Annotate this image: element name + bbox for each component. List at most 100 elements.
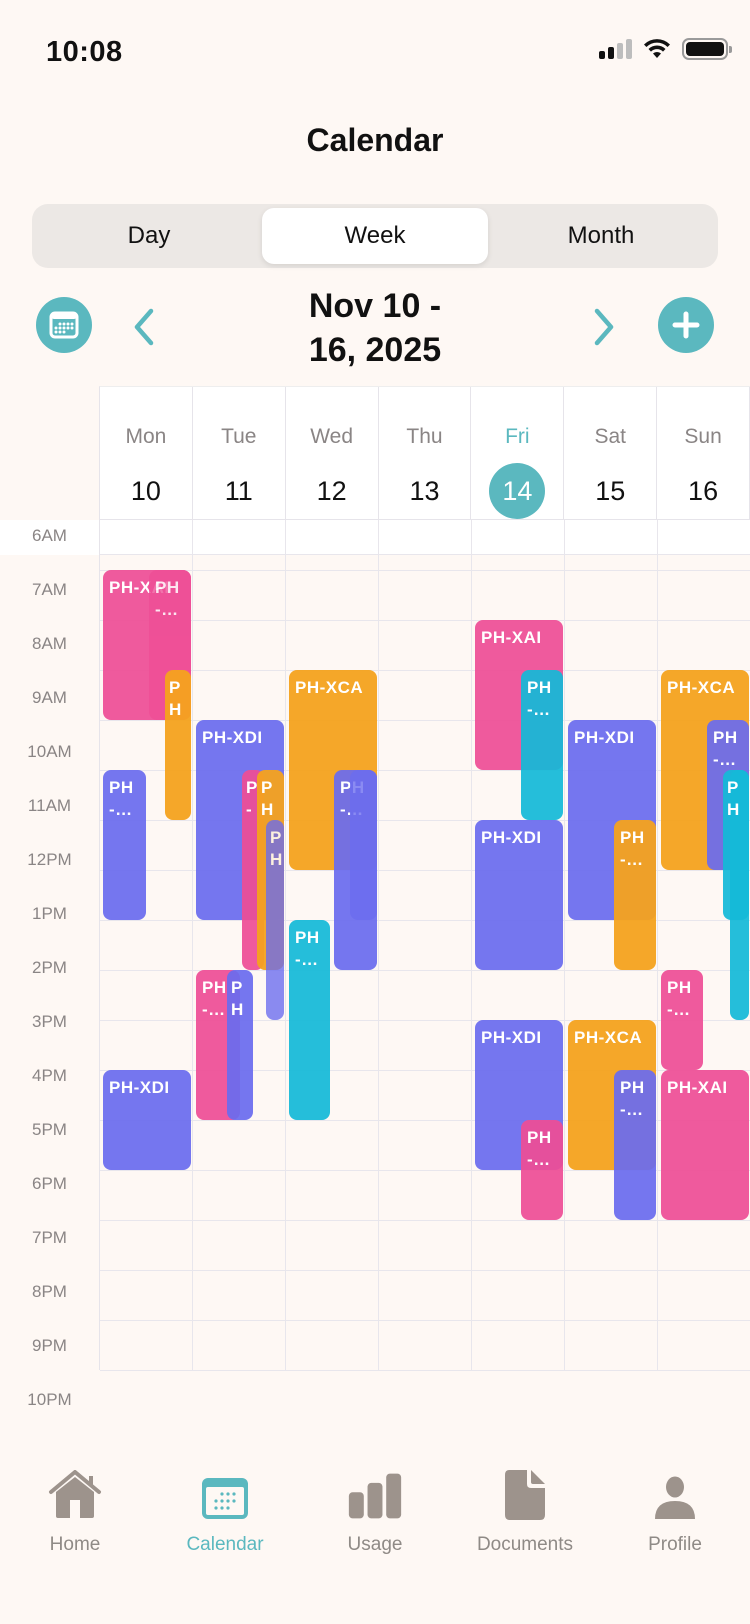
add-event-button[interactable] — [658, 297, 714, 353]
view-option-day[interactable]: Day — [127, 222, 171, 249]
cellular-signal-icon — [599, 39, 632, 59]
view-option-month[interactable]: Month — [567, 222, 635, 249]
hour-gridline — [100, 1220, 750, 1221]
battery-icon — [682, 38, 732, 60]
time-label: 11AM — [27, 796, 72, 815]
calendar-event[interactable]: PH -… — [614, 1070, 656, 1220]
day-header-sat[interactable]: Sat 15 — [564, 387, 658, 519]
tab-documents[interactable]: Documents — [450, 1460, 600, 1580]
day-header-row: Mon 10 Tue 11 Wed 12 Thu 13 Fri 14 Sat 15 Sun 16 — [99, 386, 750, 520]
next-week-button[interactable] — [584, 302, 624, 352]
day-column-divider — [285, 520, 286, 1370]
tab-label: Usage — [347, 1534, 403, 1555]
hour-gridline — [100, 920, 750, 921]
hour-gridline — [100, 554, 750, 555]
day-number: 12 — [316, 475, 347, 506]
calendar-event[interactable]: PH -… — [521, 670, 563, 820]
calendar-event[interactable]: PH -… — [521, 1120, 563, 1220]
hour-gridline — [100, 720, 750, 721]
tab-home[interactable]: Home — [0, 1460, 150, 1580]
hour-gridline — [100, 570, 750, 571]
calendar-event[interactable]: P H — [227, 970, 253, 1120]
calendar-icon — [202, 1478, 248, 1519]
calendar-event[interactable]: PH -… — [661, 970, 703, 1070]
tab-usage[interactable]: Usage — [300, 1460, 450, 1580]
calendar-event[interactable]: P H — [723, 770, 749, 920]
previous-week-button[interactable] — [124, 302, 164, 352]
hour-gridline — [100, 1120, 750, 1121]
chevron-right-icon — [594, 308, 614, 346]
day-number: 11 — [224, 475, 253, 506]
hour-gridline — [100, 970, 750, 971]
day-number: 16 — [688, 475, 719, 506]
calendar-event[interactable]: PH -… — [103, 770, 146, 920]
calendar-event[interactable]: PH-XAI — [661, 1070, 749, 1220]
day-of-week: Sat — [594, 425, 626, 448]
time-label: 9AM — [32, 688, 67, 707]
time-label: 6PM — [32, 1174, 67, 1193]
day-column-divider — [564, 520, 565, 1370]
day-of-week: Mon — [125, 425, 167, 448]
day-column-divider — [657, 520, 658, 1370]
calendar-event[interactable] — [350, 770, 377, 920]
hour-gridline — [100, 870, 750, 871]
time-label: 12PM — [27, 850, 72, 869]
home-icon — [49, 1470, 101, 1518]
page-title: Calendar — [306, 122, 444, 158]
status-time: 10:08 — [46, 36, 123, 68]
tab-profile[interactable]: Profile — [600, 1460, 750, 1580]
calendar-event[interactable]: PH -… — [614, 820, 656, 970]
wifi-icon — [644, 39, 670, 58]
status-bar: 10:08 — [0, 0, 750, 100]
time-label: 7PM — [32, 1228, 67, 1247]
status-icons — [599, 38, 732, 60]
calendar-event[interactable]: PH-XDI — [475, 820, 563, 970]
tab-label: Documents — [476, 1534, 574, 1555]
time-label: 6AM — [32, 526, 67, 545]
hour-gridline — [100, 1270, 750, 1271]
time-label: 8PM — [32, 1282, 67, 1301]
person-icon — [655, 1476, 695, 1519]
time-label: 10AM — [27, 742, 72, 761]
date-range-line1: Nov 10 - — [308, 287, 442, 325]
day-header-mon[interactable]: Mon 10 — [100, 387, 193, 519]
day-number: 13 — [409, 475, 440, 506]
time-label: 9PM — [32, 1336, 67, 1355]
view-option-week[interactable]: Week — [262, 208, 488, 264]
hour-gridline — [100, 1070, 750, 1071]
day-header-wed[interactable]: Wed 12 — [286, 387, 379, 519]
time-label: 5PM — [32, 1120, 67, 1139]
plus-icon — [672, 311, 700, 339]
calendar-event[interactable]: P H — [165, 670, 191, 820]
hour-gridline — [100, 820, 750, 821]
hour-gridline — [100, 770, 750, 771]
date-range-line2: 16, 2025 — [308, 331, 442, 369]
time-label: 7AM — [32, 580, 67, 599]
date-range: Nov 10 - 16, 2025 — [0, 284, 750, 372]
day-of-week: Sun — [684, 425, 722, 448]
day-header-thu[interactable]: Thu 13 — [379, 387, 472, 519]
time-label: 2PM — [32, 958, 67, 977]
day-header-sun[interactable]: Sun 16 — [657, 387, 750, 519]
chevron-left-icon — [134, 308, 154, 346]
hour-gridline — [100, 1170, 750, 1171]
day-column-divider — [378, 520, 379, 1370]
day-header-tue[interactable]: Tue 11 — [193, 387, 286, 519]
day-header-fri[interactable]: Fri 14 — [471, 387, 565, 519]
calendar-event[interactable]: PH -… — [289, 920, 330, 1120]
day-number: 10 — [130, 475, 161, 506]
tab-calendar[interactable]: Calendar — [150, 1460, 300, 1580]
hour-gridline — [100, 1320, 750, 1321]
day-of-week: Fri — [505, 425, 530, 448]
calendar-event[interactable]: PH-XDI — [103, 1070, 191, 1170]
hour-gridline — [100, 670, 750, 671]
document-icon — [505, 1470, 545, 1520]
jump-to-date-button[interactable] — [36, 297, 92, 353]
calendar-event[interactable]: P H — [266, 820, 284, 1020]
calendar-icon — [49, 311, 79, 339]
time-label: 3PM — [32, 1012, 67, 1031]
hour-gridline — [100, 1020, 750, 1021]
today-date-badge: 14 — [489, 463, 546, 519]
time-label: 4PM — [32, 1066, 67, 1085]
